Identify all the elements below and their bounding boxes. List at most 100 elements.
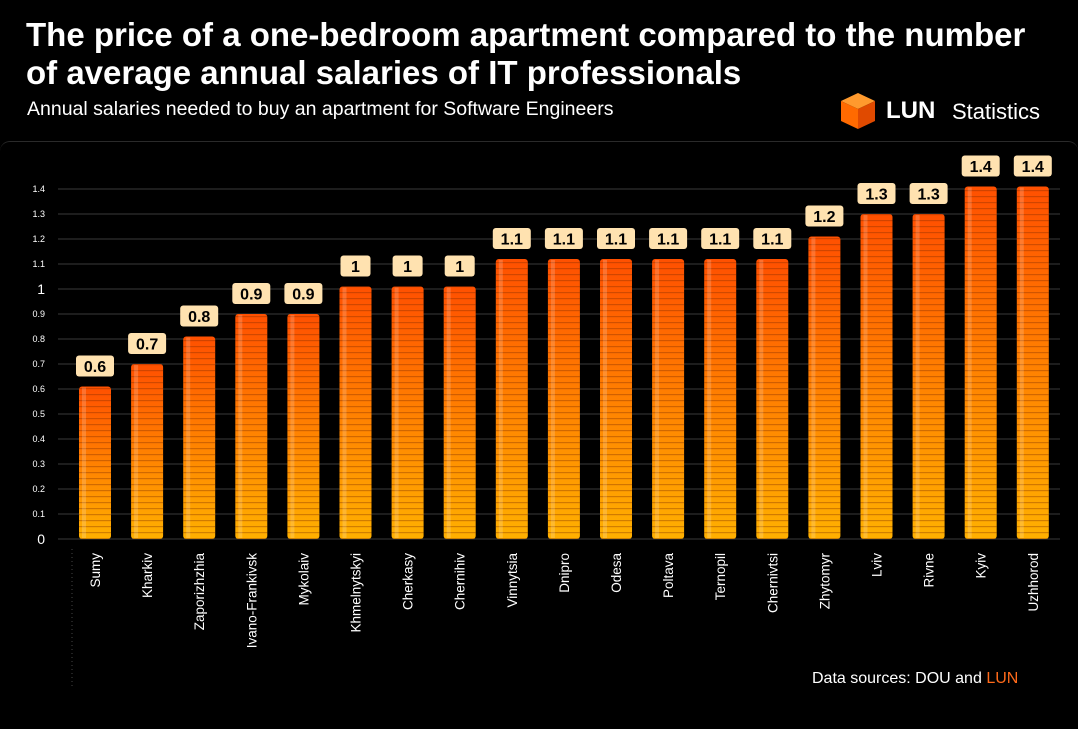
y-tick-label: 0.5 <box>32 409 45 419</box>
x-tick-label: Chernihiv <box>453 553 468 610</box>
data-label-bg <box>180 305 219 327</box>
bar-highlight <box>238 315 243 538</box>
data-label: 0.6 <box>84 359 106 376</box>
bar-highlight <box>134 365 139 538</box>
data-label-bg <box>392 255 423 277</box>
y-tick-label: 0.4 <box>32 434 45 444</box>
y-tick-label: 1.2 <box>32 234 45 244</box>
data-label: 1.1 <box>709 232 731 249</box>
x-tick-label: Mykolaiv <box>296 553 311 606</box>
bar-highlight <box>915 215 920 538</box>
x-tick-label: Uzhhorod <box>1026 553 1041 612</box>
bar-coin-texture <box>287 314 320 539</box>
data-label-bg <box>544 228 583 249</box>
bar-highlight <box>863 215 868 538</box>
data-label: 1 <box>455 259 464 276</box>
header: The price of a one-bedroom apartment com… <box>0 0 1078 140</box>
data-label: 1.4 <box>970 159 992 176</box>
bar-highlight <box>82 387 86 538</box>
x-tick-label: Odesa <box>609 553 624 593</box>
logo-brand: LUN <box>886 97 936 124</box>
chart-title: The price of a one-bedroom apartment com… <box>26 16 1026 91</box>
bar-coin-texture <box>339 286 372 539</box>
data-label-bg <box>649 228 688 249</box>
bar-highlight <box>707 260 712 538</box>
x-tick-label: Lviv <box>870 553 885 577</box>
bar-highlight <box>1019 187 1024 538</box>
bar-coin-texture <box>443 286 476 539</box>
x-tick-label: Ternopil <box>713 553 728 600</box>
bar-coin-texture <box>600 259 632 539</box>
x-tick-label: Kyiv <box>974 553 989 579</box>
data-label: 0.8 <box>188 309 210 326</box>
bar-highlight <box>603 260 607 538</box>
x-tick-label: Khmelnytskyi <box>349 553 364 633</box>
bar-coin-texture <box>912 214 945 539</box>
y-tick-label: 0.8 <box>32 334 45 344</box>
data-label: 0.7 <box>136 337 158 354</box>
bar-coin-texture <box>391 286 424 539</box>
data-label-bg <box>961 155 1000 177</box>
data-label: 1 <box>403 259 412 276</box>
bar-chart: 0 0.1 0.2 0.3 0.4 0.5 0.6 0.7 0.8 0.9 1 1.1 1.2 1.3 1.… <box>32 155 1060 687</box>
data-label-bg <box>128 333 167 354</box>
data-label-bg <box>857 183 896 204</box>
bar-coin-texture <box>756 259 789 539</box>
data-label: 1.1 <box>501 232 523 249</box>
data-label: 0.9 <box>292 287 314 304</box>
x-tick-label: Chernivtsi <box>765 553 780 613</box>
y-tick-label: 1 <box>37 281 45 297</box>
data-label: 1 <box>351 259 360 276</box>
bar-coin-texture <box>495 259 528 539</box>
chart-subtitle: Annual salaries needed to buy an apartme… <box>27 98 614 120</box>
data-label: 1.3 <box>865 187 887 204</box>
bar-coin-texture <box>235 314 268 539</box>
bar-highlight <box>498 260 503 538</box>
bar-coin-texture <box>860 214 893 539</box>
lun-logo: LUN Statistics <box>838 91 1058 131</box>
x-tick-label: Poltava <box>661 553 676 599</box>
data-label-bg <box>444 255 475 277</box>
bar-coin-texture <box>964 186 997 539</box>
x-tick-label: Sumy <box>88 553 103 588</box>
bar-highlight <box>759 260 764 538</box>
source-prefix: Data sources: DOU and <box>812 670 982 687</box>
bar-coin-texture <box>131 364 164 539</box>
y-tick-label: 0.2 <box>32 484 45 494</box>
x-tick-label: Kharkiv <box>140 553 155 598</box>
bar-coin-texture <box>183 336 216 539</box>
data-label-bg <box>284 283 323 304</box>
logo-suffix: Statistics <box>952 99 1041 124</box>
x-tick-label: Ivano-Frankivsk <box>244 553 259 649</box>
bar-coin-texture <box>808 236 841 539</box>
data-label-bg <box>701 228 740 249</box>
data-label: 1.1 <box>761 232 783 249</box>
data-label-bg <box>1013 155 1052 177</box>
data-label: 1.3 <box>917 187 939 204</box>
data-label-bg <box>909 183 948 204</box>
y-tick-label: 0 <box>37 531 45 547</box>
y-tick-label: 1.4 <box>32 184 45 194</box>
data-label-bg <box>805 205 844 227</box>
data-source: Data sources: DOU and LUN <box>812 670 1018 688</box>
data-label-bg <box>232 283 271 304</box>
y-tick-label: 0.9 <box>32 309 45 319</box>
bar-highlight <box>446 287 451 538</box>
bar-highlight <box>811 237 816 538</box>
data-label: 1.1 <box>553 232 575 249</box>
data-label-bg <box>753 228 792 249</box>
source-accent: LUN <box>986 670 1019 687</box>
data-label-bg <box>492 228 531 249</box>
chart-panel: 0 0.1 0.2 0.3 0.4 0.5 0.6 0.7 0.8 0.9 1 1.1 1.2 1.3 1.… <box>0 141 1078 729</box>
bar-coin-texture <box>704 259 737 539</box>
y-tick-label: 0.7 <box>32 359 45 369</box>
data-label: 1.2 <box>813 209 835 226</box>
data-label-bg <box>340 255 371 277</box>
x-tick-label: Vinnytsia <box>505 553 520 608</box>
y-tick-label: 0.1 <box>32 509 45 519</box>
bar-highlight <box>186 337 191 538</box>
data-label: 1.1 <box>657 232 679 249</box>
x-tick-label: Cherkasy <box>401 553 416 610</box>
data-label-bg <box>76 355 114 377</box>
x-tick-label: Dnipro <box>557 553 572 593</box>
